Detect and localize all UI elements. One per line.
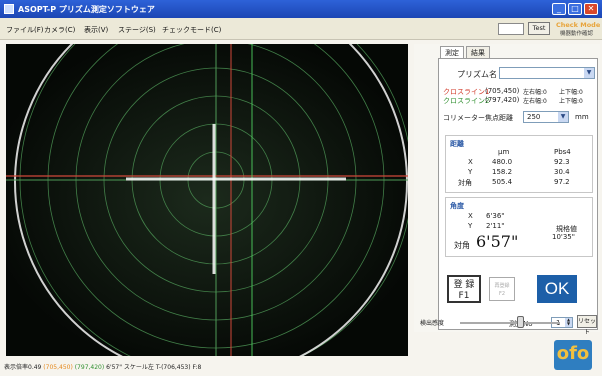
- menu-bar: ファイル(F) カメラ(C) 表示(V) ステージ(S) チェックモード(C) …: [0, 18, 602, 40]
- angle-x-value: 6'36": [486, 212, 505, 220]
- crosshair-image: [6, 44, 408, 356]
- tab-results[interactable]: 結果: [466, 46, 490, 58]
- app-icon: [4, 4, 14, 14]
- menu-text-box[interactable]: [498, 23, 524, 35]
- distance-title: 距離: [450, 140, 464, 148]
- test-button[interactable]: Test: [528, 22, 550, 35]
- cross1-lr: 左右幅:0: [523, 89, 547, 96]
- distance-x-label: X: [468, 158, 473, 166]
- status-bar: 表示倍率0.49 (705,450) (797,420) 6'57" スケール左…: [4, 362, 201, 371]
- status-rest: 6'57" スケール左 T-(706,453) F:8: [106, 364, 202, 371]
- minimize-button[interactable]: _: [552, 3, 566, 15]
- angle-group: 角度 X 6'36" Y 2'11" 対角 6'57" 規格値 10'35": [445, 197, 593, 257]
- menu-stage[interactable]: ステージ(S): [118, 26, 156, 34]
- tolerance-value: 10'35": [552, 233, 575, 241]
- menu-view[interactable]: 表示(V): [84, 26, 109, 34]
- cross2-coords: (797,420): [485, 96, 520, 104]
- cross1-label: クロスライン1: [443, 88, 490, 96]
- distance-y-label: Y: [468, 168, 473, 176]
- tab-measure[interactable]: 測定: [440, 46, 464, 58]
- menu-camera[interactable]: カメラ(C): [44, 26, 76, 34]
- title-bar: ASOPT-P プリズム測定ソフトウェア _ □ ✕: [0, 0, 602, 18]
- company-logo: ofo: [554, 340, 592, 370]
- sensitivity-slider-track[interactable]: [460, 322, 560, 324]
- distance-col-um: μm: [498, 148, 510, 156]
- camera-view[interactable]: [6, 44, 408, 356]
- prism-name-select[interactable]: ▼: [499, 67, 595, 79]
- prism-name-label: プリズム名: [457, 70, 497, 79]
- menu-file[interactable]: ファイル(F): [6, 26, 44, 34]
- register-key: F1: [458, 291, 470, 301]
- check-mode-label: Check Mode: [556, 21, 601, 29]
- cross2-lr: 左右幅:0: [523, 98, 547, 105]
- distance-diag-label: 対角: [458, 179, 472, 187]
- re-register-key: F2: [498, 291, 506, 297]
- menu-check-mode[interactable]: チェックモード(C): [162, 26, 222, 34]
- distance-diag-pbs: 97.2: [554, 178, 570, 186]
- sensitivity-slider-knob[interactable]: [517, 316, 524, 328]
- tab-content: プリズム名 ▼ クロスライン1 (705,450) 左右幅:0 上下幅:0 クロ…: [438, 58, 598, 336]
- angle-diag-value: 6'57": [476, 232, 519, 251]
- status-cross1: (705,450): [43, 364, 73, 371]
- re-register-label: 再登録: [494, 283, 510, 289]
- distance-y-pbs: 30.4: [554, 168, 570, 176]
- measurement-panel: 測定 結果 プリズム名 ▼ クロスライン1 (705,450) 左右幅:0 上下…: [414, 44, 600, 336]
- angle-title: 角度: [450, 202, 464, 210]
- collimator-select[interactable]: 250 ▼: [523, 111, 569, 123]
- status-cross2: (797,420): [74, 364, 105, 371]
- stepper-arrows-icon[interactable]: ▲ ▼: [565, 317, 572, 327]
- register-button[interactable]: 登 録 F1: [447, 275, 481, 303]
- ok-button[interactable]: OK: [537, 275, 577, 303]
- angle-y-label: Y: [468, 222, 473, 230]
- distance-diag-um: 505.4: [492, 178, 513, 186]
- window-title: ASOPT-P プリズム測定ソフトウェア: [18, 5, 155, 14]
- cross1-ud: 上下幅:0: [559, 89, 583, 96]
- cross1-coords: (705,450): [485, 87, 520, 95]
- maximize-button[interactable]: □: [568, 3, 582, 15]
- check-mode-sub: 機器動作確認: [560, 31, 594, 37]
- angle-y-value: 2'11": [486, 222, 505, 230]
- cross2-ud: 上下幅:0: [559, 98, 583, 105]
- re-register-button[interactable]: 再登録 F2: [489, 277, 515, 301]
- distance-group: 距離 μm Pbs4 X 480.0 92.3 Y 158.2 30.4 対角 …: [445, 135, 593, 193]
- reset-button[interactable]: リセット: [577, 315, 597, 336]
- distance-col-pbs: Pbs4: [554, 148, 571, 156]
- angle-diag-label: 対角: [454, 241, 470, 250]
- collimator-value: 250: [527, 113, 541, 121]
- register-label: 登 録: [453, 280, 475, 290]
- detect-sensitivity-label: 検出感度: [420, 320, 445, 327]
- distance-y-um: 158.2: [492, 168, 513, 176]
- chevron-down-icon: ▼: [584, 68, 594, 78]
- angle-x-label: X: [468, 212, 473, 220]
- status-zoom: 表示倍率0.49: [4, 364, 42, 371]
- cross2-label: クロスライン2: [443, 97, 490, 105]
- close-button[interactable]: ✕: [584, 3, 598, 15]
- distance-x-um: 480.0: [492, 158, 513, 166]
- collimator-label: コリメーター焦点距離: [443, 114, 513, 122]
- collimator-unit: mm: [575, 113, 589, 121]
- chevron-down-icon: ▼: [558, 112, 568, 122]
- tolerance-label: 規格値: [556, 225, 577, 233]
- distance-x-pbs: 92.3: [554, 158, 570, 166]
